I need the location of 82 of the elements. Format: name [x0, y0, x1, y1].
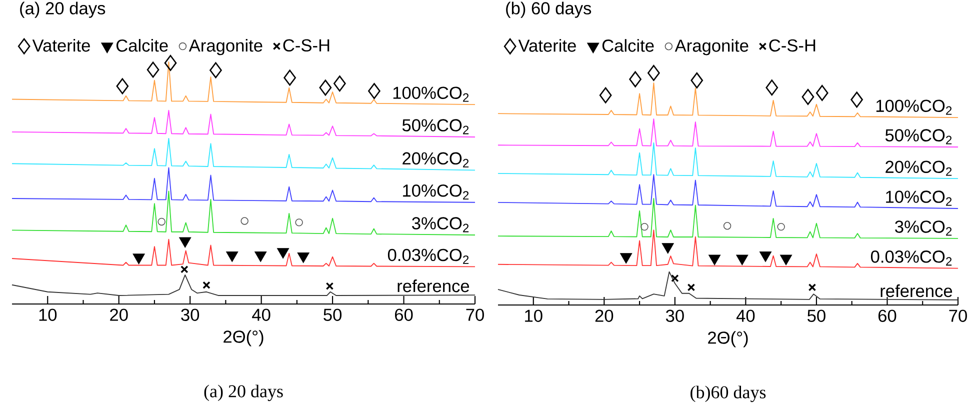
- point: [690, 72, 704, 88]
- series-label: 20%CO$_{2}$: [886, 160, 952, 176]
- x-tick-label: 30: [666, 310, 684, 322]
- point: [850, 92, 863, 108]
- point: [759, 252, 772, 262]
- point: [132, 254, 145, 264]
- x-tick-label: 70: [949, 310, 967, 322]
- x-axis-title: 2Θ(°): [708, 331, 748, 348]
- point: [780, 254, 792, 266]
- x-tick-label: 50: [324, 308, 342, 321]
- point: [708, 254, 721, 266]
- series-label: 0.03%CO$_{2}$: [870, 250, 952, 266]
- point: [333, 76, 346, 92]
- point: [808, 283, 816, 292]
- legend-label: Calcite: [116, 38, 168, 52]
- chart-title: (b) 60 days: [506, 2, 592, 18]
- point: [629, 71, 642, 88]
- point: [671, 274, 679, 282]
- series-label: 3%CO$_{2}$: [895, 220, 952, 236]
- series-label: 50%CO$_{2}$: [402, 119, 469, 134]
- point: [599, 87, 612, 104]
- point: [662, 243, 674, 254]
- point: [180, 265, 188, 274]
- text: (b)60 days: [690, 386, 766, 402]
- series-label: 100%CO$_{2}$: [393, 86, 469, 102]
- point: [226, 252, 238, 262]
- series-label: 50%CO$_{2}$: [885, 129, 952, 144]
- x-tick-label: 30: [181, 308, 200, 321]
- legend-label: Vaterite: [32, 38, 90, 52]
- point: [777, 222, 785, 231]
- legend-label: Calcite: [602, 39, 654, 52]
- point: [284, 70, 296, 86]
- point: [277, 248, 290, 259]
- series-label: 3%CO$_{2}$: [412, 217, 469, 232]
- legend-label: C-S-H: [769, 39, 816, 52]
- point: [202, 281, 210, 289]
- point: [368, 83, 380, 100]
- point: [158, 218, 166, 226]
- x-axis-title: 2Θ(°): [224, 330, 264, 346]
- x-tick-label: 70: [466, 308, 484, 321]
- x-tick-label: 20: [595, 310, 614, 322]
- x-tick-label: 10: [39, 308, 57, 321]
- point: [648, 64, 660, 81]
- series-label: reference: [398, 280, 470, 292]
- x-tick-label: 60: [878, 310, 896, 322]
- x-tick-label: 50: [808, 310, 826, 322]
- point: [116, 78, 129, 94]
- point: [736, 254, 748, 266]
- point: [210, 62, 222, 78]
- x-tick-label: 40: [252, 308, 270, 321]
- point: [620, 253, 632, 264]
- point: [146, 62, 160, 78]
- series-label: 100%CO$_{2}$: [876, 100, 952, 115]
- point: [297, 252, 310, 264]
- x-tick-label: 20: [110, 308, 128, 321]
- point: [687, 283, 696, 292]
- x-tick-label: 40: [736, 310, 755, 322]
- point: [326, 282, 334, 290]
- legend-label: C-S-H: [283, 39, 330, 52]
- legend-label: Vaterite: [518, 39, 576, 52]
- series-label: 10%CO$_{2}$: [886, 190, 952, 206]
- text: (a) 20 days: [204, 384, 283, 402]
- point: [640, 222, 648, 231]
- x-tick-label: 10: [525, 310, 542, 322]
- point: [295, 218, 303, 226]
- x-tick-label: 60: [395, 308, 413, 321]
- point: [802, 88, 814, 105]
- series-label: 0.03%CO$_{2}$: [388, 248, 469, 264]
- series-label: reference: [880, 284, 952, 298]
- point: [723, 222, 732, 230]
- point: [254, 252, 267, 262]
- point: [766, 80, 778, 96]
- point: [240, 217, 248, 225]
- series-label: 20%CO$_{2}$: [402, 152, 469, 168]
- point: [319, 80, 332, 96]
- point: [164, 54, 177, 71]
- point: [179, 237, 192, 248]
- chart-title: (a) 20 days: [20, 2, 106, 18]
- series-label: 10%CO$_{2}$: [403, 184, 469, 200]
- point: [816, 84, 828, 101]
- legend-label: Aragonite: [188, 38, 262, 56]
- legend-label: Aragonite: [674, 39, 748, 56]
